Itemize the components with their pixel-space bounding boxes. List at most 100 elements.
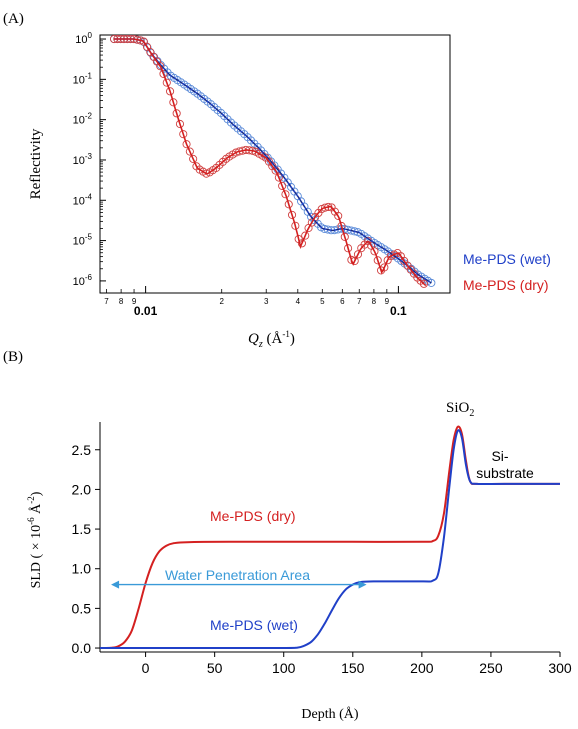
data-marker [344,244,353,253]
reflectivity-fit-lines [114,38,432,287]
sld-profile-chart: 0.0 0.5 1.0 1.5 2.0 2.5 0 50 100 150 200 250 300 SL… [26,400,572,722]
sld-ylabel-suffix: ) [29,491,44,496]
data-marker [287,210,297,219]
x-minor-tick-label: 9 [132,297,137,306]
reflectivity-y-axis-title: Reflectivity [28,128,44,199]
data-marker [182,140,191,149]
data-marker [301,231,310,240]
sld-y-tick-label: 1.5 [72,521,92,537]
data-marker [162,78,171,87]
water-penetration-arrow [111,580,367,589]
data-marker [291,221,300,230]
sld-x-tick-label: 0 [142,660,150,676]
fit-line-mepdsdry [114,38,427,287]
panel-label-b: (B) [3,349,23,365]
fit-line-dark [114,38,432,284]
sld-y-tick-label: 0.5 [72,600,92,616]
data-marker [284,200,293,209]
x-minor-tick-label: 5 [320,297,325,306]
data-marker [179,130,188,139]
sld-ylabel-mid: Å [28,503,44,518]
reflectivity-x-ticks: 0.01 0.17 8 9 2 3 4 5 6 7 8 9 [104,286,407,318]
x-major-tick-label: 0.01 [134,304,158,318]
dry-curve-label: Me-PDS (dry) [210,508,296,524]
data-marker [337,221,346,231]
x-minor-tick-label: 3 [264,297,269,306]
x-minor-tick-label: 6 [340,297,345,306]
x-major-tick-label: 0.1 [390,304,407,318]
legend-dry: Me-PDS (dry) [463,277,549,293]
y-tick-label: 10-1 [73,71,93,86]
sld-y-tick-label: 2.0 [72,481,92,497]
sld-x-tick-label: 300 [548,660,572,676]
data-marker [370,247,379,256]
y-tick-label: 10-6 [73,273,93,288]
sld-y-tick-label: 0.0 [72,640,92,656]
sld-x-tick-label: 50 [207,660,223,676]
data-marker [334,211,343,220]
sld-ylabel-prefix: SLD ( × 10 [29,525,44,589]
sld-x-tick-label: 200 [410,660,434,676]
data-marker [274,173,283,182]
sld-ylabel-exp2: -2 [26,496,36,504]
data-marker [278,181,287,190]
data-marker [159,69,168,78]
y-tick-label: 10-3 [73,152,93,167]
y-tick-label: 10-2 [73,112,93,127]
sld-y-axis-title: SLD ( × 10-6 Å-2) [26,491,44,588]
data-marker [340,232,349,241]
sld-x-tick-label: 150 [341,660,365,676]
sio2-label: SiO2 [446,400,474,419]
x-minor-tick-label: 2 [219,297,224,306]
x-minor-tick-label: 8 [372,297,377,306]
sio2-sub: 2 [469,408,474,419]
si-substrate-label-line1: Si- [491,448,508,464]
data-marker [419,279,428,288]
sld-y-ticks: 0.0 0.5 1.0 1.5 2.0 2.5 [72,442,100,656]
arrow-head-left [111,580,120,589]
x-minor-tick-label: 4 [296,297,301,306]
water-penetration-label: Water Penetration Area [165,567,310,583]
sld-line-mepdswet [100,429,560,650]
legend-wet: Me-PDS (wet) [463,251,551,267]
si-substrate-label-line2: substrate [476,465,534,481]
sio2-base: SiO [446,400,470,416]
x-minor-tick-label: 9 [385,297,390,306]
qz-var: Q [248,331,259,347]
qz-close: ) [290,331,295,347]
x-minor-tick-label: 8 [119,297,124,306]
data-marker [373,256,382,265]
sld-x-axis-title: Depth (Å) [301,706,358,722]
sld-y-tick-label: 2.5 [72,442,92,458]
sld-x-tick-label: 250 [479,660,503,676]
data-marker [185,147,194,156]
wet-curve-label: Me-PDS (wet) [210,617,298,633]
x-minor-tick-label: 7 [104,297,109,306]
sld-y-tick-label: 1.0 [72,561,92,577]
sld-x-ticks: 0 50 100 150 200 250 300 [142,652,572,676]
y-tick-label: 10-4 [73,192,93,207]
x-minor-tick-label: 7 [357,297,362,306]
sld-ylabel-exp1: -6 [26,517,36,525]
panel-label-a: (A) [3,11,24,27]
reflectivity-x-axis-title: Qz (Å-1) [248,329,295,350]
data-marker [169,98,178,107]
data-marker [172,109,181,118]
data-marker [281,190,290,199]
qz-sub: z [258,339,263,350]
data-marker [353,250,363,259]
sld-x-tick-label: 100 [272,660,296,676]
qz-exp: -1 [282,329,290,339]
data-marker [156,62,165,71]
data-marker [297,239,306,248]
data-marker [166,87,175,96]
reflectivity-y-ticks: 100 10-1 10-2 10-3 10-4 10-5 10-6 [73,31,106,288]
sld-profile-lines [99,425,560,650]
data-marker [175,119,185,129]
qz-unit: (Å [263,331,283,347]
arrow-head-right [358,580,367,589]
y-tick-label: 100 [75,31,92,46]
y-tick-label: 10-5 [73,233,93,248]
